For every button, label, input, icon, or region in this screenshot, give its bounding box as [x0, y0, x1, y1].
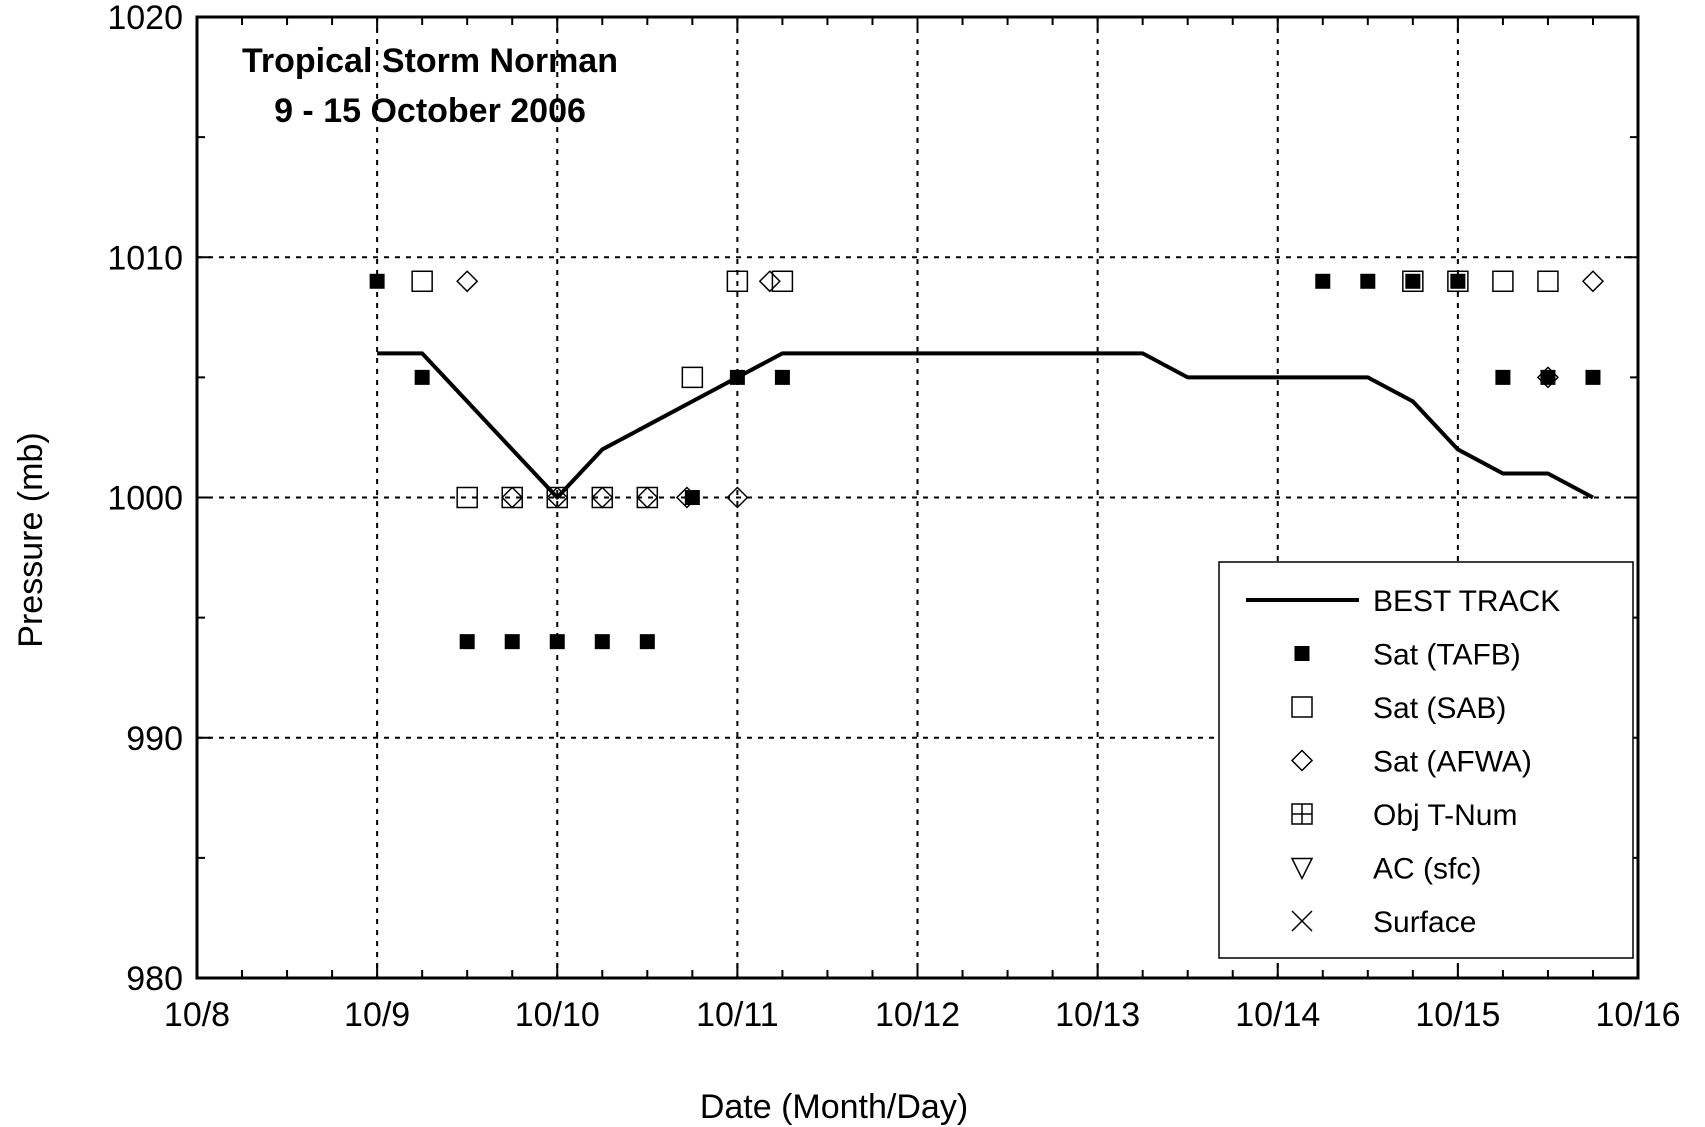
- y-tick-label: 1010: [107, 239, 183, 277]
- sat-tafb-marker: [549, 634, 565, 650]
- sat-afwa-marker: [1581, 270, 1605, 293]
- sat-tafb-marker: [729, 369, 745, 385]
- sat-afwa-marker: [591, 486, 614, 509]
- sat-tafb-marker: [1360, 273, 1376, 289]
- axis-ticks: 10/8 10/9 10/10 10/11 10/12 10/13 10/14 10/15 10…: [107, 0, 1680, 1034]
- sat-tafb-marker: [774, 369, 790, 385]
- sat-tafb-marker: [684, 490, 700, 505]
- best-track-line: [377, 351, 1594, 500]
- sat-tafb-marker: [459, 634, 475, 650]
- y-axis-title: Pressure (mb): [12, 432, 50, 647]
- x-tick-label: 10/11: [696, 996, 779, 1034]
- sat-tafb-marker: [504, 634, 520, 650]
- sat-afwa-marker: [456, 270, 479, 293]
- legend-box: [1218, 561, 1634, 959]
- sat-afwa-marker: [1536, 366, 1559, 389]
- sat-sab-marker: [1492, 270, 1514, 293]
- sat-tafb-marker: [1315, 273, 1331, 289]
- legend-label-best-track: BEST TRACK: [1373, 585, 1560, 618]
- legend-swatch-sat-afwa: [1290, 749, 1314, 772]
- legend-label-sat-afwa: Sat (AFWA): [1373, 746, 1532, 779]
- y-tick-label: 1020: [107, 0, 183, 37]
- sat-sab-marker: [726, 270, 749, 293]
- x-tick-label: 10/9: [344, 996, 410, 1034]
- sat-afwa-marker: [758, 270, 781, 293]
- legend-label-sat-tafb: Sat (TAFB): [1373, 639, 1521, 672]
- best-track-line: [377, 351, 1594, 500]
- x-tick-label: 10/12: [875, 996, 960, 1034]
- x-tick-label: 10/13: [1055, 996, 1140, 1034]
- x-tick-label: 10/10: [515, 996, 600, 1034]
- x-tick-label: 10/15: [1415, 996, 1500, 1034]
- sat-tafb-marker: [594, 634, 610, 650]
- legend-swatch-surface: [1291, 910, 1313, 932]
- legend-label-sat-sab: Sat (SAB): [1373, 692, 1506, 725]
- legend-label-obj-t-num: Obj T-Num: [1373, 799, 1517, 832]
- sat-sab-marker: [1447, 270, 1469, 293]
- legend-swatch-obj-t-num: [1291, 803, 1313, 825]
- sat-tafb-marker: [1495, 369, 1511, 385]
- chart-title: Tropical Storm Norman 9 - 15 October 200…: [242, 42, 618, 130]
- sat-tafb-marker: [414, 369, 430, 385]
- x-axis-title: Date (Month/Day): [700, 1088, 968, 1126]
- x-tick-label: 10/8: [164, 996, 230, 1034]
- chart-title-line-2: 9 - 15 October 2006: [274, 92, 586, 130]
- y-tick-label: 1000: [107, 480, 183, 518]
- y-tick-label: 990: [126, 720, 183, 758]
- legend-swatch-sat-tafb: [1294, 646, 1310, 661]
- sat-sab-marker: [771, 270, 794, 293]
- x-tick-label: 10/14: [1235, 996, 1320, 1034]
- legend-label-ac-sfc: AC (sfc): [1373, 853, 1481, 886]
- sat-afwa-marker: [675, 486, 699, 509]
- sat-tafb-marker: [1585, 369, 1601, 385]
- sat-sab-marker: [1537, 270, 1559, 293]
- legend-label-surface: Surface: [1373, 906, 1476, 939]
- sat-afwa-marker: [501, 486, 524, 509]
- x-tick-label: 10/16: [1595, 996, 1680, 1034]
- sat-tafb-marker: [639, 634, 655, 650]
- legend: BEST TRACK Sat (TAFB) Sat (SAB) Sat (AFWA) O…: [1218, 561, 1634, 959]
- sat-afwa-marker: [546, 486, 569, 509]
- sat-tafb-marker: [369, 273, 385, 289]
- sat-afwa-marker: [636, 486, 659, 509]
- chart-title-line-1: Tropical Storm Norman: [242, 42, 618, 80]
- y-tick-label: 980: [126, 960, 183, 998]
- sat-sab-marker: [411, 270, 433, 293]
- sat-tafb-marker: [1405, 273, 1421, 289]
- sat-tafb-marker: [1540, 369, 1556, 385]
- sat-tafb-marker: [1450, 273, 1466, 289]
- sat-sab-marker: [681, 366, 704, 389]
- sat-sab-marker: [456, 486, 478, 509]
- data-markers: [369, 270, 1605, 650]
- legend-swatch-ac-sfc: [1290, 857, 1314, 881]
- sat-sab-marker: [1402, 270, 1424, 293]
- legend-swatch-sat-sab: [1291, 696, 1313, 718]
- sat-afwa-marker: [726, 486, 749, 509]
